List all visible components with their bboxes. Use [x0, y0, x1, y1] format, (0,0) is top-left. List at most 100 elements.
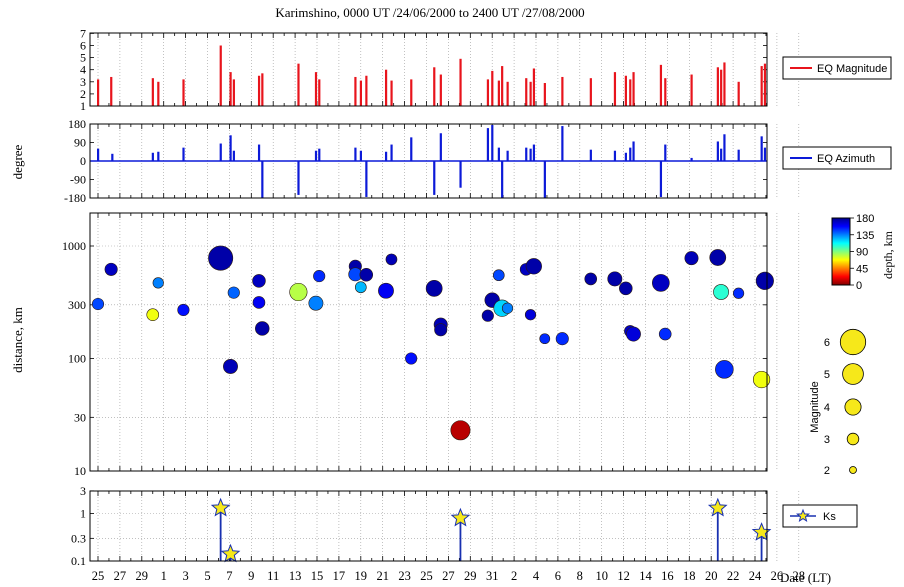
date-tick-label: 13 [289, 569, 302, 583]
earthquake-point [354, 281, 367, 294]
magnitude-bar [664, 78, 667, 106]
azimuth-bar [97, 148, 100, 161]
azimuth-bar [297, 161, 300, 195]
date-tick-label: 24 [749, 569, 762, 583]
distance-axis-label: distance, km [10, 307, 25, 373]
date-axis: 25 27 29 1 3 5 7 9 11 13 15 17 19 21 23 25 27 29 31 2 4 6 8 10 1… [92, 569, 805, 583]
ks-legend-label: Ks [823, 511, 836, 523]
date-tick-label: 8 [577, 569, 583, 583]
azimuth-legend-label: EQ Azimuth [817, 153, 875, 165]
date-tick-label: 31 [486, 569, 499, 583]
azimuth-bar [486, 128, 490, 161]
distance-tick-label: 1000 [62, 239, 86, 253]
azimuth-bar [219, 143, 222, 161]
earthquake-point [492, 269, 505, 282]
colorbar-tick-label: 45 [856, 263, 868, 275]
date-tick-label: 27 [114, 569, 127, 583]
colorbar-tick-label: 135 [856, 230, 874, 242]
date-tick-label: 27 [442, 569, 455, 583]
earthquake-point [289, 282, 308, 302]
earthquake-point [752, 370, 771, 389]
magnitude-bar [110, 76, 113, 106]
date-tick-label: 12 [617, 569, 630, 583]
ks-panel: 0.1 0.3 1 3 [71, 484, 800, 568]
magnitude-tick-label: 2 [80, 87, 86, 101]
size-legend-value: 6 [824, 337, 830, 349]
magnitude-bar [297, 63, 300, 106]
size-legend-circle [846, 432, 860, 446]
azimuth-bar [716, 141, 719, 161]
azimuth-bar [365, 161, 368, 197]
azimuth-bar [506, 150, 509, 161]
ks-tick-label: 3 [80, 484, 86, 498]
date-tick-label: 10 [595, 569, 608, 583]
magnitude-bar [439, 74, 442, 106]
magnitude-bar [491, 70, 494, 106]
magnitude-plot-frame [89, 32, 768, 107]
azimuth-plot-frame [89, 123, 768, 199]
magnitude-bar [632, 72, 635, 106]
azimuth-bar [632, 141, 635, 161]
earthquake-point [501, 302, 514, 314]
earthquake-point [626, 326, 641, 342]
ks-star-marker [450, 507, 471, 527]
colorbar-tick-label: 90 [856, 247, 868, 259]
earthquake-point [434, 323, 448, 337]
ks-tick-label: 0.3 [71, 531, 86, 545]
magnitude-bar [97, 79, 100, 106]
earthquake-point [652, 274, 670, 292]
magnitude-bar [532, 68, 536, 106]
azimuth-bar [261, 161, 264, 198]
earthquake-point [715, 360, 734, 379]
ks-star-marker [220, 543, 241, 563]
azimuth-bar [491, 125, 494, 161]
magnitude-bar [433, 67, 436, 106]
date-tick-label: 15 [311, 569, 324, 583]
date-tick-label: 4 [533, 569, 540, 583]
depth-colorbar-gradient [831, 217, 851, 286]
magnitude-tick-label: 6 [80, 39, 86, 53]
magnitude-tick-label: 1 [80, 99, 86, 113]
magnitude-bar [261, 73, 264, 106]
magnitude-bar [720, 69, 723, 106]
magnitude-tick-label: 5 [80, 51, 86, 65]
earthquake-point [252, 274, 266, 288]
depth-colorbar-label: depth, km [881, 230, 895, 279]
earthquake-point [555, 332, 569, 346]
magnitude-bar [525, 78, 528, 106]
azimuth-bar [497, 147, 500, 161]
azimuth-bar [151, 152, 154, 161]
magnitude-bar [760, 66, 763, 106]
azimuth-tick-label: -180 [64, 191, 86, 205]
earthquake-point [313, 270, 326, 283]
date-tick-label: 29 [464, 569, 477, 583]
distance-panel: 10 30 100 300 1000 [62, 212, 800, 478]
azimuth-bar [354, 147, 357, 161]
magnitude-bar [359, 80, 362, 106]
magnitude-bar [529, 81, 532, 106]
date-tick-label: 1 [161, 569, 167, 583]
azimuth-tick-label: 90 [74, 136, 86, 150]
magnitude-bar [690, 74, 693, 106]
date-tick-label: 11 [267, 569, 279, 583]
magnitude-bar [659, 64, 663, 106]
magnitude-bar [157, 81, 160, 106]
magnitude-legend-label: EQ Magnitude [817, 63, 887, 75]
magnitude-bar [410, 79, 413, 106]
depth-colorbar-ticks: 0 45 90 135 180 [850, 213, 874, 292]
ks-tick-label: 0.1 [71, 554, 86, 568]
azimuth-bar [763, 147, 767, 161]
ks-plot-frame [89, 490, 768, 562]
azimuth-bar [390, 144, 393, 161]
size-legend-circle [849, 466, 857, 474]
date-tick-label: 17 [333, 569, 346, 583]
earthquake-point [91, 297, 105, 311]
x-axis-label: Date (LT) [780, 570, 831, 585]
magnitude-bar [229, 72, 232, 106]
earthquake-point [255, 321, 270, 336]
magnitude-bar [354, 76, 357, 106]
earthquake-point [359, 268, 374, 282]
azimuth-bar [624, 152, 627, 161]
earthquake-point [607, 271, 623, 287]
